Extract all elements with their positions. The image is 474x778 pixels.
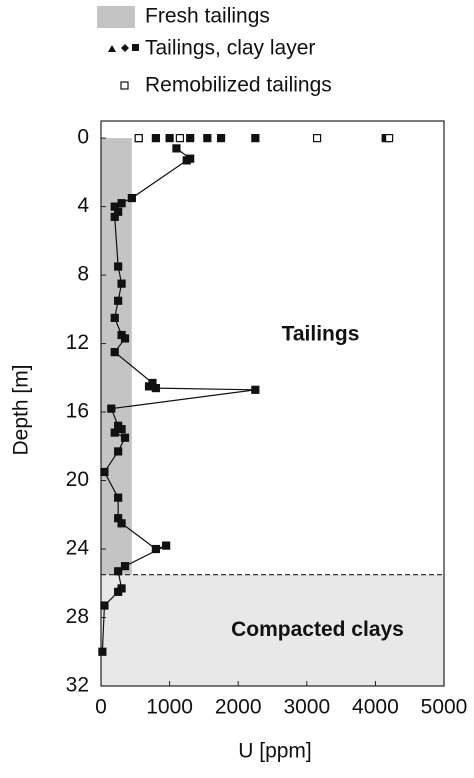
data-point: [120, 433, 130, 442]
data-point: [117, 199, 126, 208]
y-axis-label: Depth [m]: [10, 364, 33, 455]
legend-label: Tailings, clay layer: [145, 37, 315, 60]
data-point: [203, 134, 212, 143]
x-tick-label: 1000: [146, 696, 193, 719]
data-point: [151, 544, 160, 554]
x-tick-label: 2000: [215, 696, 262, 719]
y-tick-label: 24: [66, 537, 90, 560]
legend-label: Fresh tailings: [145, 5, 270, 28]
legend-swatch: [97, 6, 135, 28]
data-point: [110, 313, 119, 322]
legend-marker: [132, 44, 139, 51]
data-point: [251, 385, 260, 394]
data-point: [186, 134, 195, 143]
x-axis-label: U [ppm]: [238, 740, 312, 763]
data-point: [127, 193, 136, 203]
data-point: [114, 296, 123, 305]
data-point: [114, 587, 123, 596]
data-point: [110, 428, 119, 437]
data-point: [151, 383, 160, 393]
data-point: [144, 382, 154, 391]
data-point: [165, 134, 174, 143]
legend-marker: [121, 44, 129, 52]
data-point: [117, 519, 126, 528]
annotation: Tailings: [282, 323, 360, 346]
data-point: [117, 425, 126, 434]
data-point: [98, 647, 107, 656]
data-point: [110, 212, 119, 221]
y-tick-label: 0: [77, 126, 89, 149]
zone-label: Compacted clays: [231, 618, 404, 641]
data-point: [385, 134, 394, 143]
data-point: [162, 541, 171, 550]
x-tick-label: 4000: [352, 696, 399, 719]
data-point: [120, 562, 130, 571]
y-tick-label: 4: [77, 194, 89, 217]
data-point: [110, 348, 119, 357]
legend-label: Remobilized tailings: [145, 74, 332, 97]
y-tick-label: 12: [66, 331, 89, 354]
y-tick-label: 16: [66, 400, 89, 423]
data-point: [182, 156, 191, 165]
data-point: [114, 493, 123, 502]
data-point: [134, 134, 143, 143]
data-point: [100, 601, 109, 610]
data-point: [114, 447, 123, 456]
data-point: [151, 134, 160, 143]
data-point: [114, 262, 123, 271]
data-point: [100, 467, 109, 477]
data-point: [120, 334, 130, 343]
y-tick-label: 8: [77, 263, 89, 286]
legend-marker: [108, 45, 116, 52]
zone-compacted: [101, 574, 444, 686]
legend-marker: [120, 81, 129, 90]
y-tick-label: 20: [66, 468, 89, 491]
x-tick-label: 0: [95, 696, 107, 719]
x-tick-label: 5000: [421, 696, 468, 719]
data-point: [312, 134, 322, 143]
data-point: [114, 567, 123, 576]
data-point: [216, 134, 226, 143]
y-tick-label: 28: [66, 605, 89, 628]
data-point: [251, 134, 260, 143]
data-point: [107, 404, 116, 413]
data-point: [117, 279, 126, 288]
plot-frame: [100, 120, 445, 687]
y-tick-label: 32: [66, 674, 89, 697]
data-point: [172, 144, 181, 153]
data-point: [175, 134, 184, 143]
x-tick-label: 3000: [283, 696, 330, 719]
